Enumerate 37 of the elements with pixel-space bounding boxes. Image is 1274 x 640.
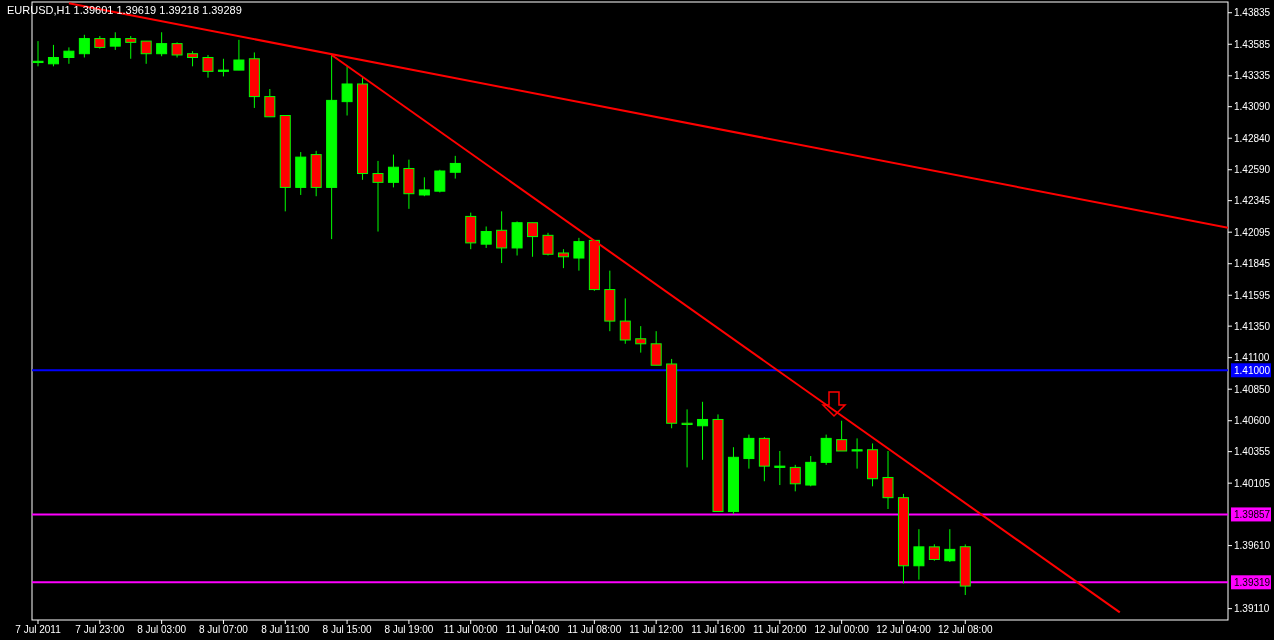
ref-line-label: 1.39857 <box>1234 508 1271 520</box>
y-tick-label: 1.41350 <box>1234 320 1271 332</box>
y-tick-label: 1.40600 <box>1234 415 1271 427</box>
x-tick-label: 11 Jul 20:00 <box>752 624 808 635</box>
x-tick-label: 11 Jul 00:00 <box>443 624 499 635</box>
x-tick-label: 11 Jul 12:00 <box>629 624 684 635</box>
y-tick-label: 1.42095 <box>1234 226 1271 238</box>
y-tick-label: 1.42590 <box>1234 164 1271 176</box>
y-tick-label: 1.40850 <box>1234 383 1271 395</box>
y-tick-label: 1.40105 <box>1234 477 1271 489</box>
y-tick-label: 1.40355 <box>1234 446 1271 458</box>
y-tick-label: 1.41100 <box>1234 352 1270 364</box>
y-tick-label: 1.41845 <box>1234 258 1271 270</box>
y-tick-label: 1.43335 <box>1234 70 1271 82</box>
ref-line-label: 1.41000 <box>1234 364 1271 376</box>
y-tick-label: 1.43835 <box>1234 7 1271 19</box>
x-tick-label: 12 Jul 04:00 <box>876 624 932 635</box>
y-tick-label: 1.43585 <box>1234 38 1271 50</box>
y-tick-label: 1.43090 <box>1234 101 1271 113</box>
y-tick-label: 1.42345 <box>1234 195 1271 207</box>
y-tick-label: 1.42840 <box>1234 132 1271 144</box>
x-tick-label: 7 Jul 23:00 <box>75 624 125 635</box>
x-tick-label: 11 Jul 08:00 <box>567 624 622 635</box>
y-tick-label: 1.39110 <box>1234 603 1270 615</box>
x-tick-label: 12 Jul 08:00 <box>938 624 993 635</box>
x-tick-label: 11 Jul 16:00 <box>691 624 746 635</box>
y-tick-label: 1.41595 <box>1234 289 1271 301</box>
ref-line-label: 1.39319 <box>1234 576 1271 588</box>
x-tick-label: 8 Jul 03:00 <box>137 624 187 635</box>
x-tick-label: 8 Jul 11:00 <box>261 624 310 635</box>
x-tick-label: 7 Jul 2011 <box>15 624 62 635</box>
y-tick-label: 1.39610 <box>1234 540 1271 552</box>
x-tick-label: 8 Jul 15:00 <box>322 624 372 635</box>
x-tick-label: 8 Jul 07:00 <box>198 624 249 635</box>
x-tick-label: 8 Jul 19:00 <box>384 624 434 635</box>
x-tick-label: 12 Jul 00:00 <box>814 624 870 635</box>
x-tick-label: 11 Jul 04:00 <box>505 624 560 635</box>
